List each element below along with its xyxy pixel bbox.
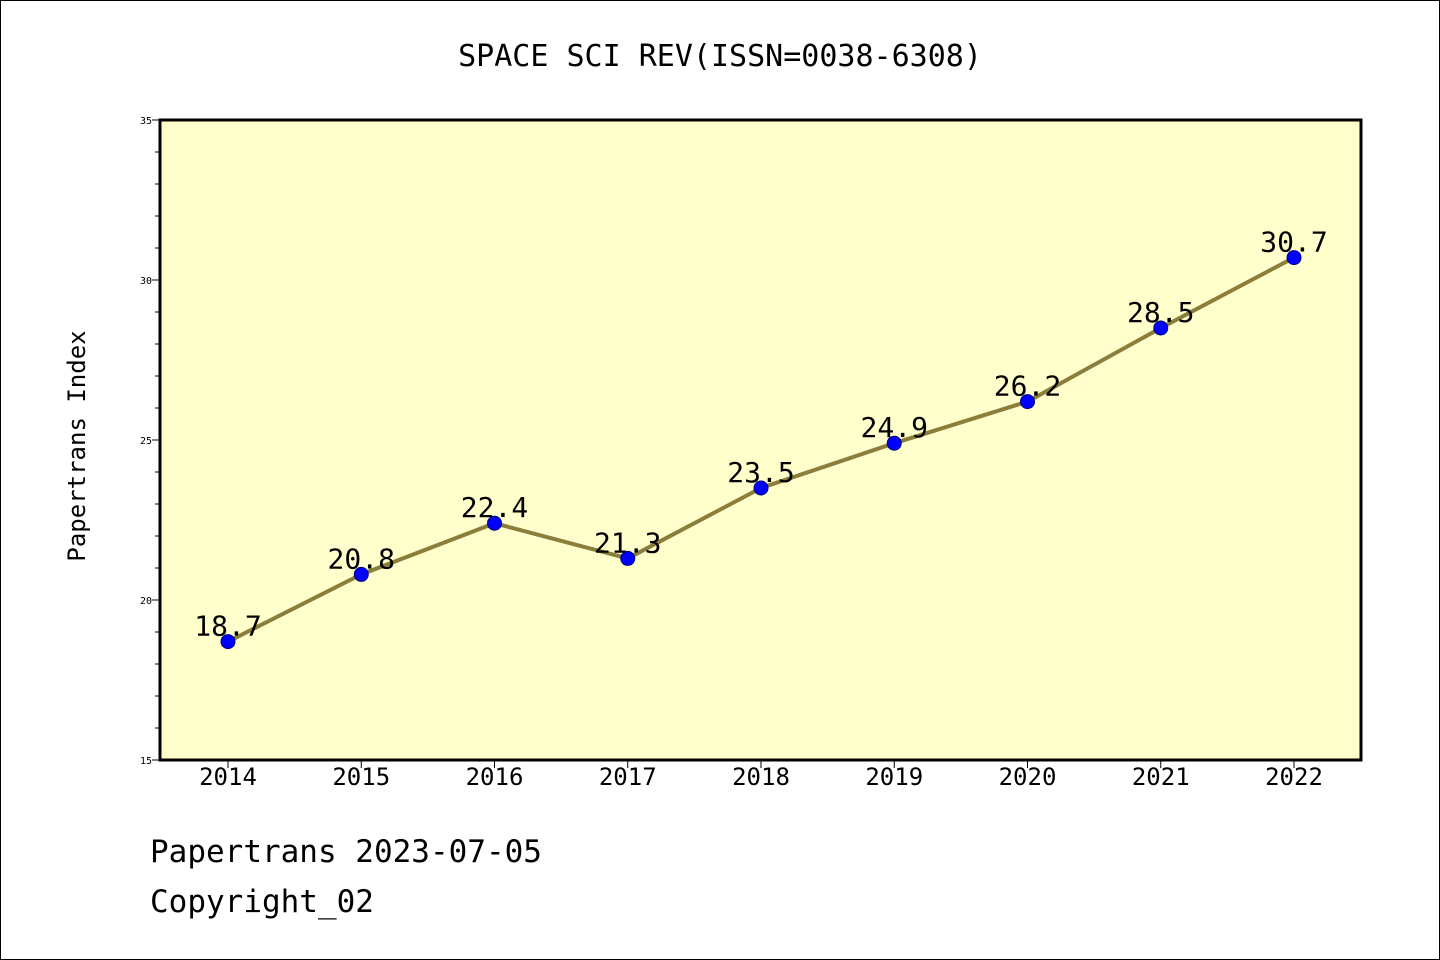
data-label: 24.9 — [861, 411, 928, 444]
y-tick-label: 30 — [140, 276, 152, 287]
y-tick-label: 20 — [140, 596, 152, 607]
x-tick-label: 2014 — [199, 763, 257, 791]
data-label: 20.8 — [328, 542, 395, 575]
data-point — [353, 566, 369, 582]
y-tick-label: 25 — [140, 436, 152, 447]
data-label: 23.5 — [727, 456, 794, 489]
x-tick-label: 2022 — [1265, 763, 1323, 791]
data-point — [620, 550, 636, 566]
x-tick-label: 2019 — [865, 763, 923, 791]
data-point — [1020, 394, 1035, 410]
x-tick-label: 2015 — [332, 763, 390, 791]
x-tick-label: 2018 — [732, 763, 790, 791]
x-tick-label: 2021 — [1132, 763, 1190, 791]
data-point — [220, 634, 236, 650]
x-tick-label: 2020 — [999, 763, 1057, 791]
data-label: 28.5 — [1127, 296, 1194, 329]
data-point — [1286, 250, 1302, 266]
plot-area — [158, 118, 1363, 762]
y-axis: 15 20 25 30 35 — [140, 116, 160, 767]
data-label-group: 18.7 20.8 22.4 21.3 23.5 24.9 26.2 28.5 30.7 — [194, 226, 1327, 643]
y-tick-label: 35 — [140, 116, 152, 127]
data-point — [886, 435, 902, 451]
footer-copyright: Copyright_02 — [150, 884, 374, 920]
data-label: 18.7 — [194, 610, 261, 643]
y-tick-label: 15 — [140, 756, 152, 767]
footer-date: Papertrans 2023-07-05 — [150, 834, 542, 870]
x-axis: 2014 2015 2016 2017 2018 2019 2020 2021 2022 — [199, 760, 1323, 791]
data-point — [487, 515, 502, 531]
x-tick-label: 2017 — [599, 763, 657, 791]
data-point — [753, 480, 769, 496]
data-label: 22.4 — [461, 491, 528, 524]
x-tick-label: 2016 — [466, 763, 524, 791]
data-label: 26.2 — [994, 370, 1061, 403]
chart-title: SPACE SCI REV(ISSN=0038-6308) — [458, 39, 982, 74]
data-label: 21.3 — [594, 526, 661, 559]
data-point — [1153, 320, 1169, 336]
data-label: 30.7 — [1260, 226, 1327, 259]
y-axis-label: Papertrans Index — [63, 330, 91, 561]
series-line-group — [220, 250, 1302, 650]
